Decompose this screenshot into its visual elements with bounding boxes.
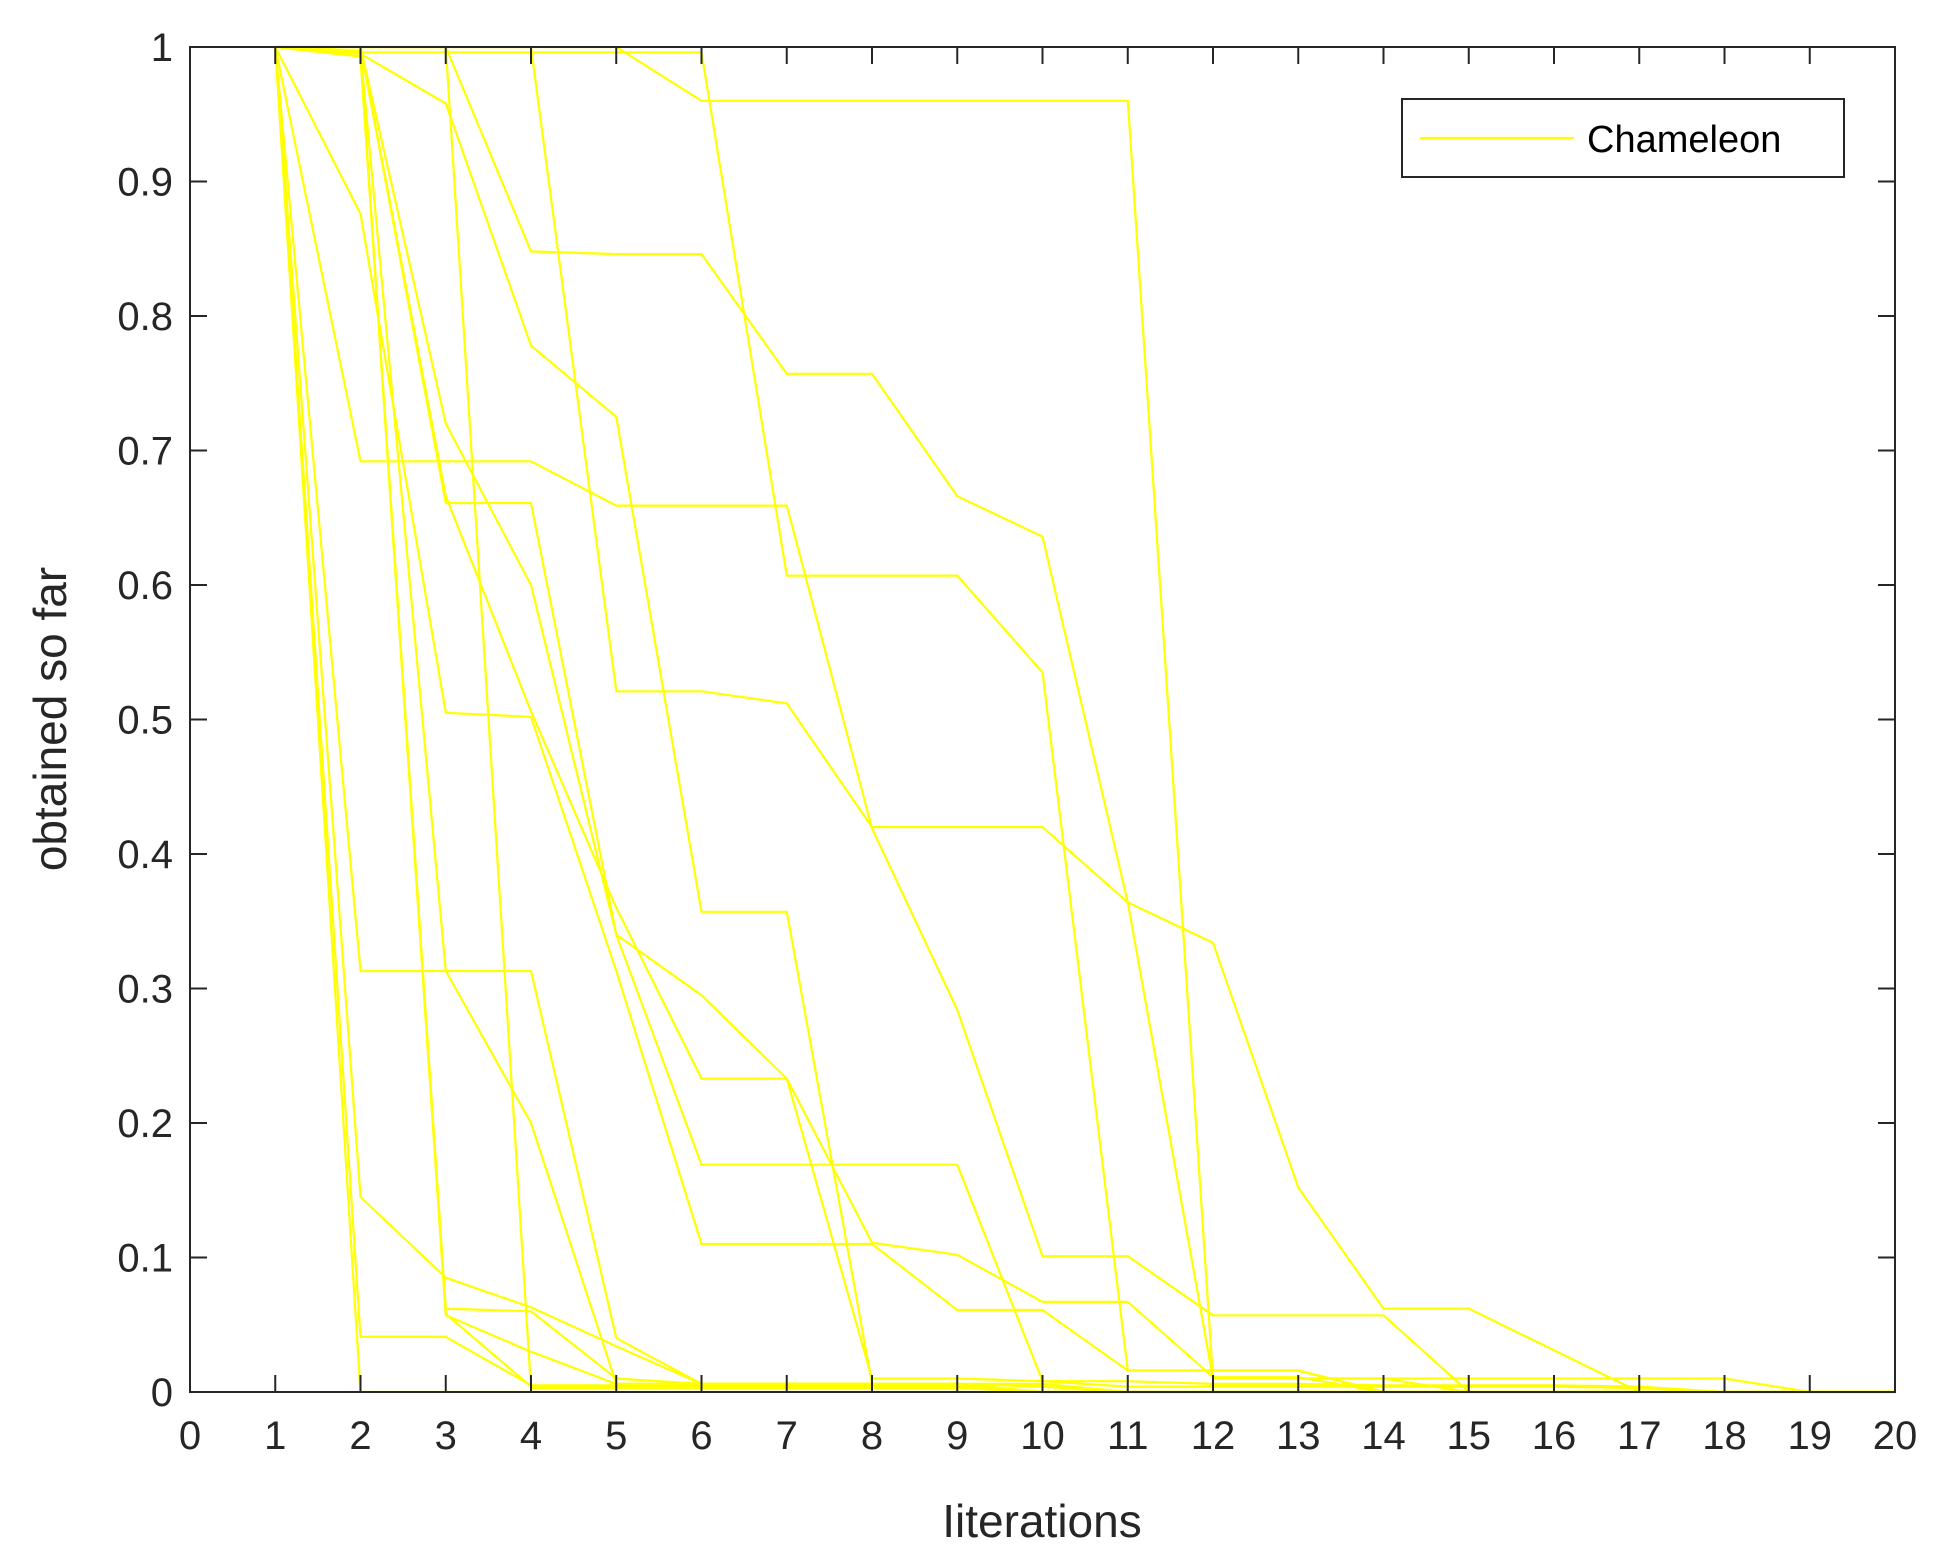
- y-axis-label: obtained so far: [24, 567, 76, 871]
- x-tick-label: 5: [605, 1414, 627, 1458]
- y-tick-label: 0.8: [117, 295, 173, 339]
- x-tick-label: 8: [861, 1414, 883, 1458]
- y-tick-label: 0.7: [117, 430, 173, 474]
- y-tick-label: 0.6: [117, 564, 173, 608]
- x-tick-label: 0: [179, 1414, 201, 1458]
- x-axis-label: Iiterations: [942, 1495, 1141, 1547]
- legend: Chameleon: [1401, 98, 1845, 178]
- y-tick-label: 0.1: [117, 1237, 173, 1281]
- x-tick-label: 11: [1107, 1414, 1149, 1458]
- y-tick-label: 1: [151, 26, 173, 70]
- tick-layer: 0 1 2 3 4 5 6 7 8 9 10 11 12 13 14 15 16 17 18 19 2000.10.20…: [117, 26, 1917, 1458]
- x-tick-label: 6: [690, 1414, 712, 1458]
- series-line-8: [275, 45, 1895, 1394]
- x-tick-label: 14: [1361, 1414, 1406, 1458]
- x-tick-label: 15: [1447, 1414, 1492, 1458]
- x-tick-label: 12: [1191, 1414, 1236, 1458]
- plot-area: [190, 47, 1895, 1392]
- y-tick-label: 0.4: [117, 833, 173, 877]
- x-tick-label: 7: [776, 1414, 798, 1458]
- y-tick-label: 0: [151, 1371, 173, 1415]
- x-tick-label: 18: [1702, 1414, 1747, 1458]
- x-tick-label: 19: [1788, 1414, 1833, 1458]
- y-tick-label: 0.5: [117, 699, 173, 743]
- y-tick-label: 0.9: [117, 161, 173, 205]
- legend-label: Chameleon: [1587, 119, 1781, 161]
- x-tick-label: 3: [435, 1414, 457, 1458]
- series-line-9: [275, 45, 1895, 1394]
- x-tick-label: 2: [349, 1414, 371, 1458]
- x-tick-label: 4: [520, 1414, 542, 1458]
- x-tick-label: 20: [1873, 1414, 1918, 1458]
- x-tick-label: 16: [1532, 1414, 1577, 1458]
- y-tick-label: 0.3: [117, 968, 173, 1012]
- x-tick-label: 17: [1617, 1414, 1662, 1458]
- y-tick-label: 0.2: [117, 1102, 173, 1146]
- x-tick-label: 10: [1020, 1414, 1065, 1458]
- x-tick-label: 9: [946, 1414, 968, 1458]
- x-tick-label: 1: [264, 1414, 286, 1458]
- series-line-2: [275, 45, 1895, 1394]
- x-tick-label: 13: [1276, 1414, 1321, 1458]
